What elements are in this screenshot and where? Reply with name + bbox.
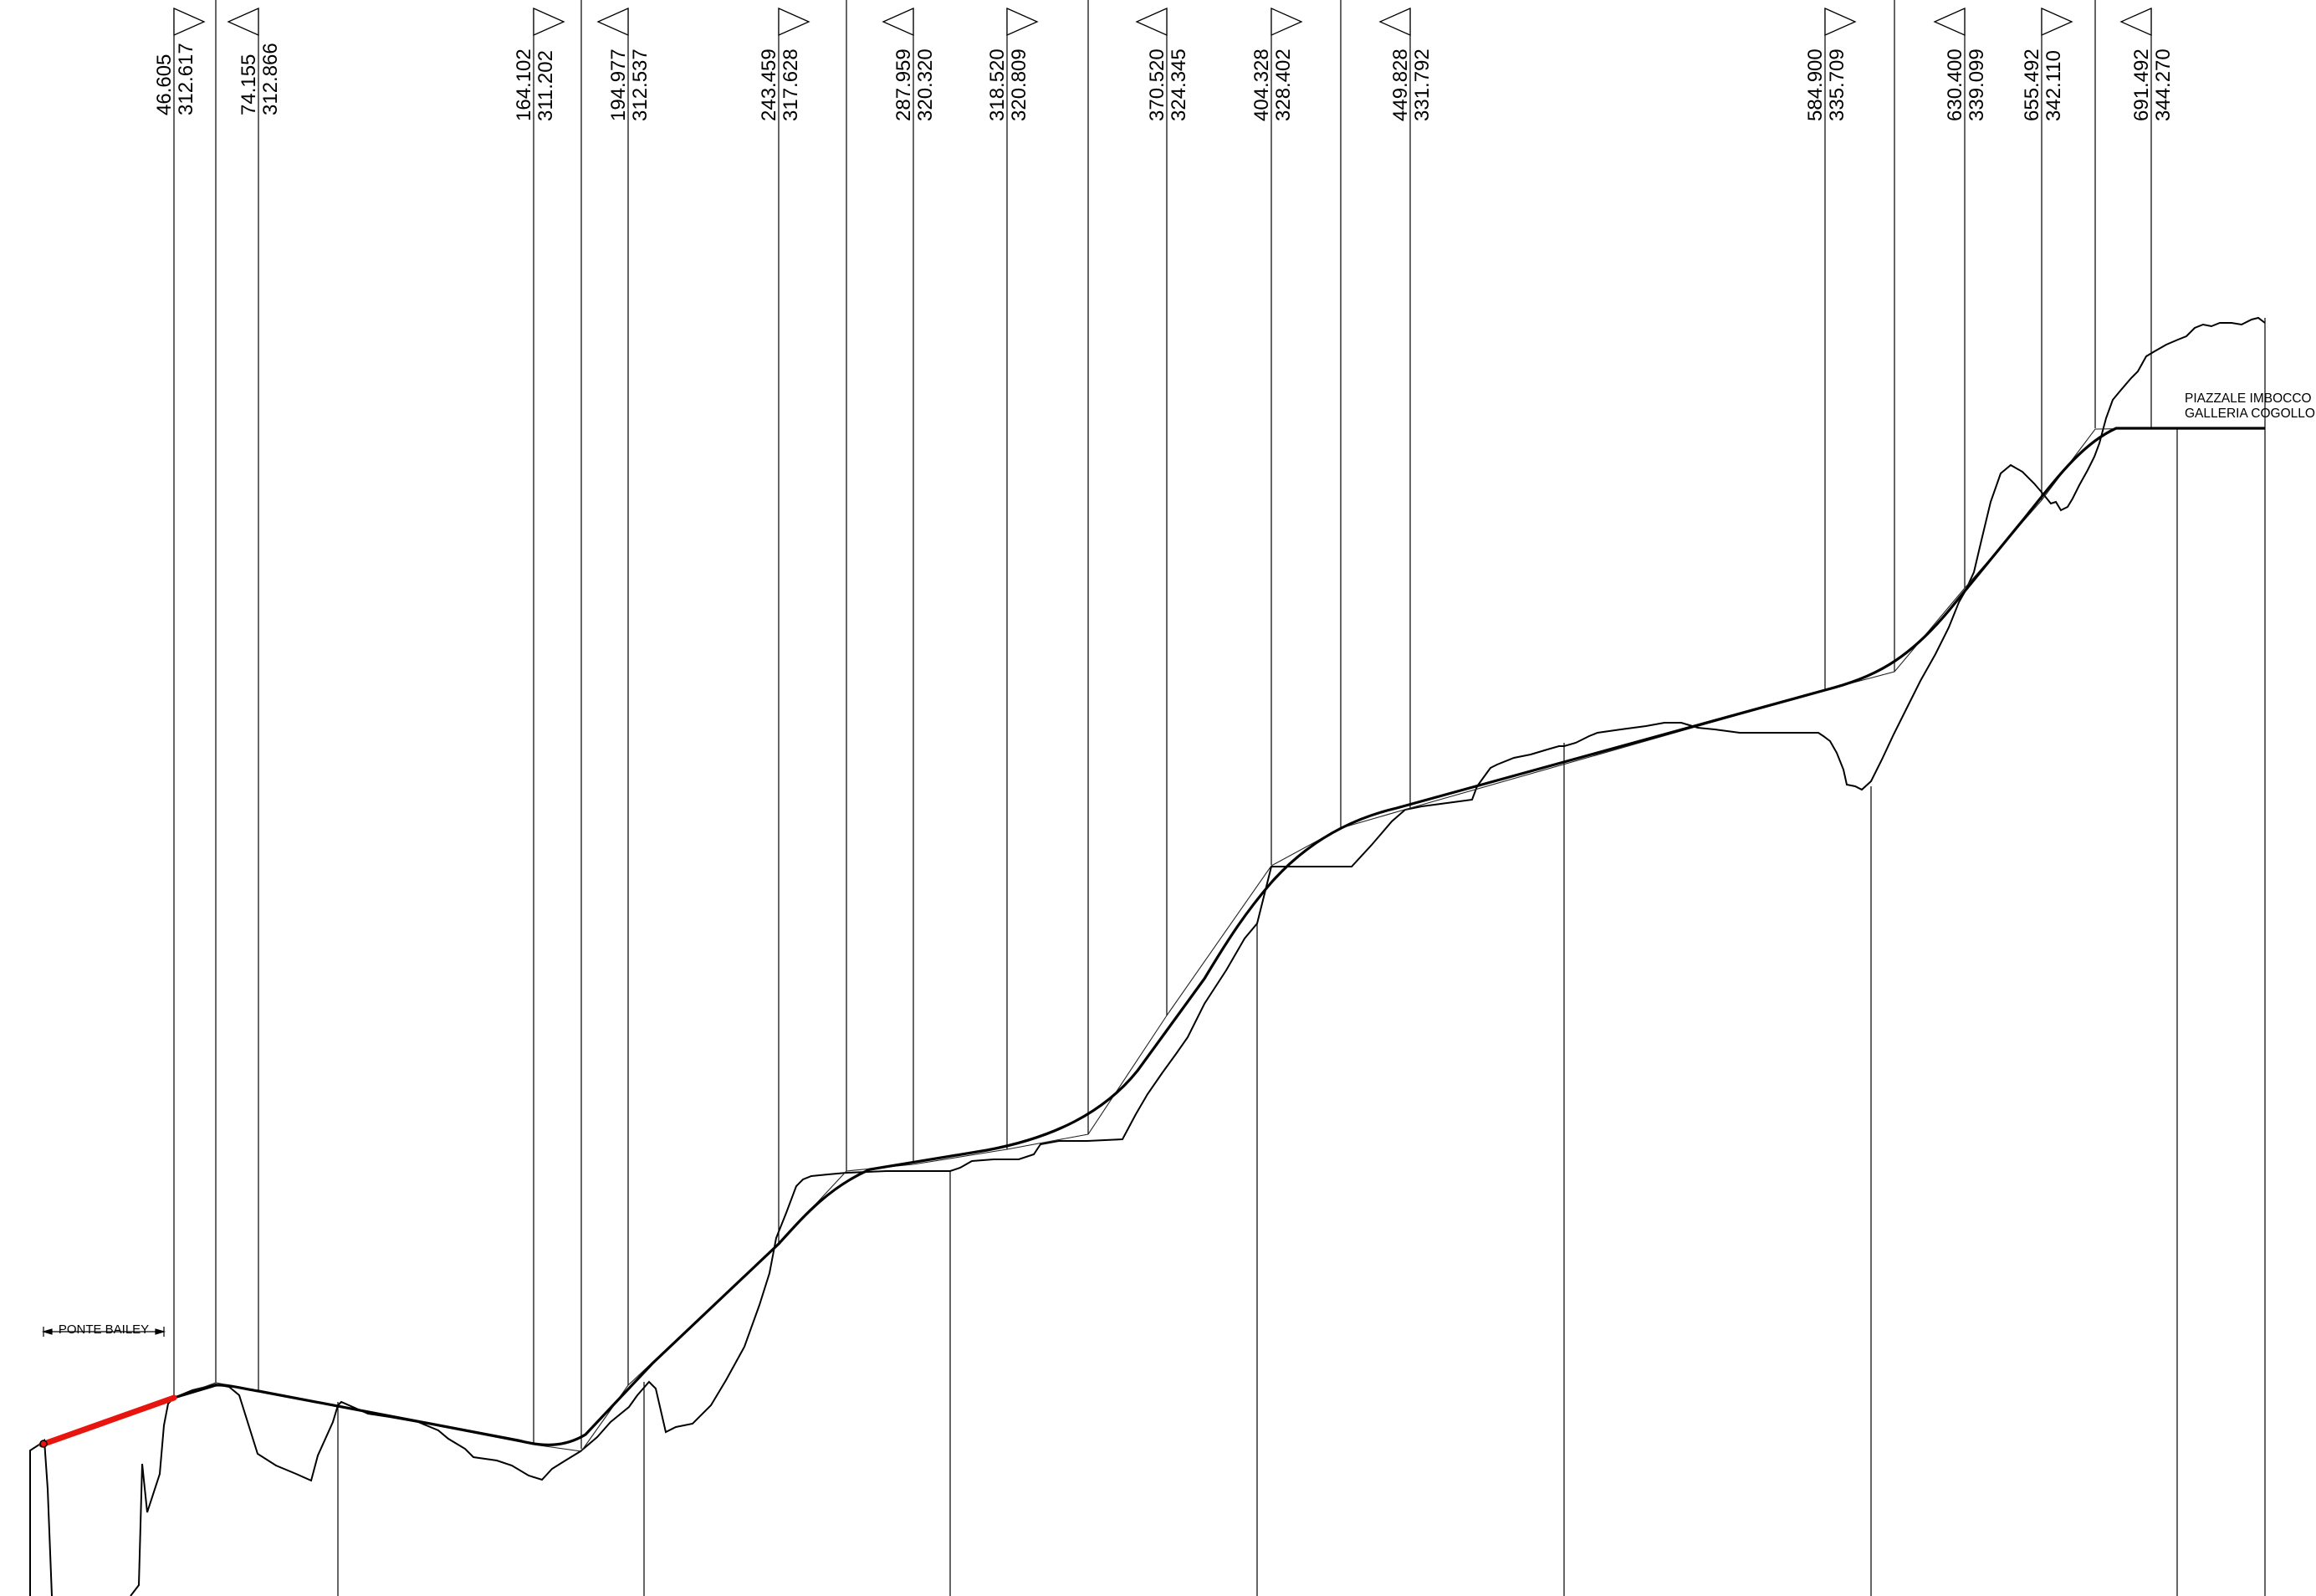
vertex-elevation-label: 328.402 — [1272, 49, 1295, 121]
vertex-station-label: 449.828 — [1389, 49, 1412, 121]
vertex-marker-right — [1824, 7, 1857, 37]
vertex-marker-right — [778, 7, 810, 37]
vertex-elevation-label: 312.537 — [629, 49, 652, 121]
design-grade-line — [173, 427, 2265, 1446]
vertex-marker-right — [2041, 7, 2073, 37]
vertex-marker-left — [2119, 7, 2152, 37]
vertex-station-label: 655.492 — [2021, 49, 2043, 121]
vertex-station-label: 318.520 — [986, 49, 1009, 121]
vertex-station-label: 584.900 — [1804, 49, 1827, 121]
vertex-elevation-label: 324.345 — [1168, 49, 1190, 121]
vertex-marker-left — [596, 7, 629, 37]
ground-line-pier — [130, 1397, 175, 1596]
vertex-elevation-label: 342.110 — [2042, 50, 2065, 121]
vertex-marker-left — [1378, 7, 1411, 37]
ground-line-main — [173, 316, 2266, 1482]
ground-line-left — [29, 1438, 53, 1596]
bridge-abutment-marker — [39, 1440, 48, 1448]
vertex-marker-left — [882, 7, 914, 37]
vertex-marker-right — [173, 7, 206, 37]
bridge-label: PONTE BAILEY — [59, 1322, 149, 1337]
vertex-elevation-label: 344.270 — [2152, 49, 2175, 121]
vertex-elevation-label: 311.202 — [534, 50, 557, 121]
section-lines — [29, 318, 2266, 1596]
vertex-station-label: 194.977 — [607, 49, 630, 121]
vertex-station-label: 243.459 — [758, 49, 780, 121]
vertex-station-label: 46.605 — [153, 54, 176, 115]
vertex-station-label: 370.520 — [1146, 49, 1168, 121]
vertex-elevation-label: 331.792 — [1411, 49, 1434, 121]
vertex-elevation-label: 335.709 — [1826, 49, 1848, 121]
vertex-marker-right — [1006, 7, 1039, 37]
vertex-guide-lines — [173, 0, 2152, 1449]
vertex-station-label: 404.328 — [1250, 49, 1273, 121]
vertex-marker-left — [1933, 7, 1966, 37]
vertex-station-label: 630.400 — [1944, 49, 1966, 121]
vertex-elevation-label: 339.099 — [1966, 49, 1988, 121]
bridge-dimension — [41, 1327, 166, 1337]
vertex-labels: 46.605 312.617 74.155 312.866 164.102 31… — [153, 43, 2175, 121]
ground-profile — [29, 316, 2266, 1596]
vertex-marker-left — [1135, 7, 1168, 37]
portal-label-line2: GALLERIA COGOLLO — [2185, 407, 2315, 421]
tangent-polygon — [173, 427, 2152, 1452]
vertex-elevation-label: 312.617 — [175, 43, 197, 115]
vertex-station-label: 691.492 — [2130, 49, 2153, 121]
vertex-marker-right — [533, 7, 565, 37]
portal-label-line1: PIAZZALE IMBOCCO — [2185, 391, 2312, 406]
vertex-elevation-label: 317.628 — [780, 49, 802, 121]
vertex-marker-left — [227, 7, 259, 37]
bridge-segment — [38, 1394, 177, 1448]
vertex-station-label: 287.959 — [892, 49, 915, 121]
vertex-station-label: 164.102 — [513, 49, 535, 121]
vertex-elevation-label: 312.866 — [259, 43, 282, 115]
vertex-station-label: 74.155 — [238, 54, 260, 115]
vertex-elevation-label: 320.320 — [914, 49, 937, 121]
vertex-markers — [173, 7, 2152, 37]
vertex-marker-right — [1270, 7, 1303, 37]
vertex-elevation-label: 320.809 — [1008, 49, 1030, 121]
